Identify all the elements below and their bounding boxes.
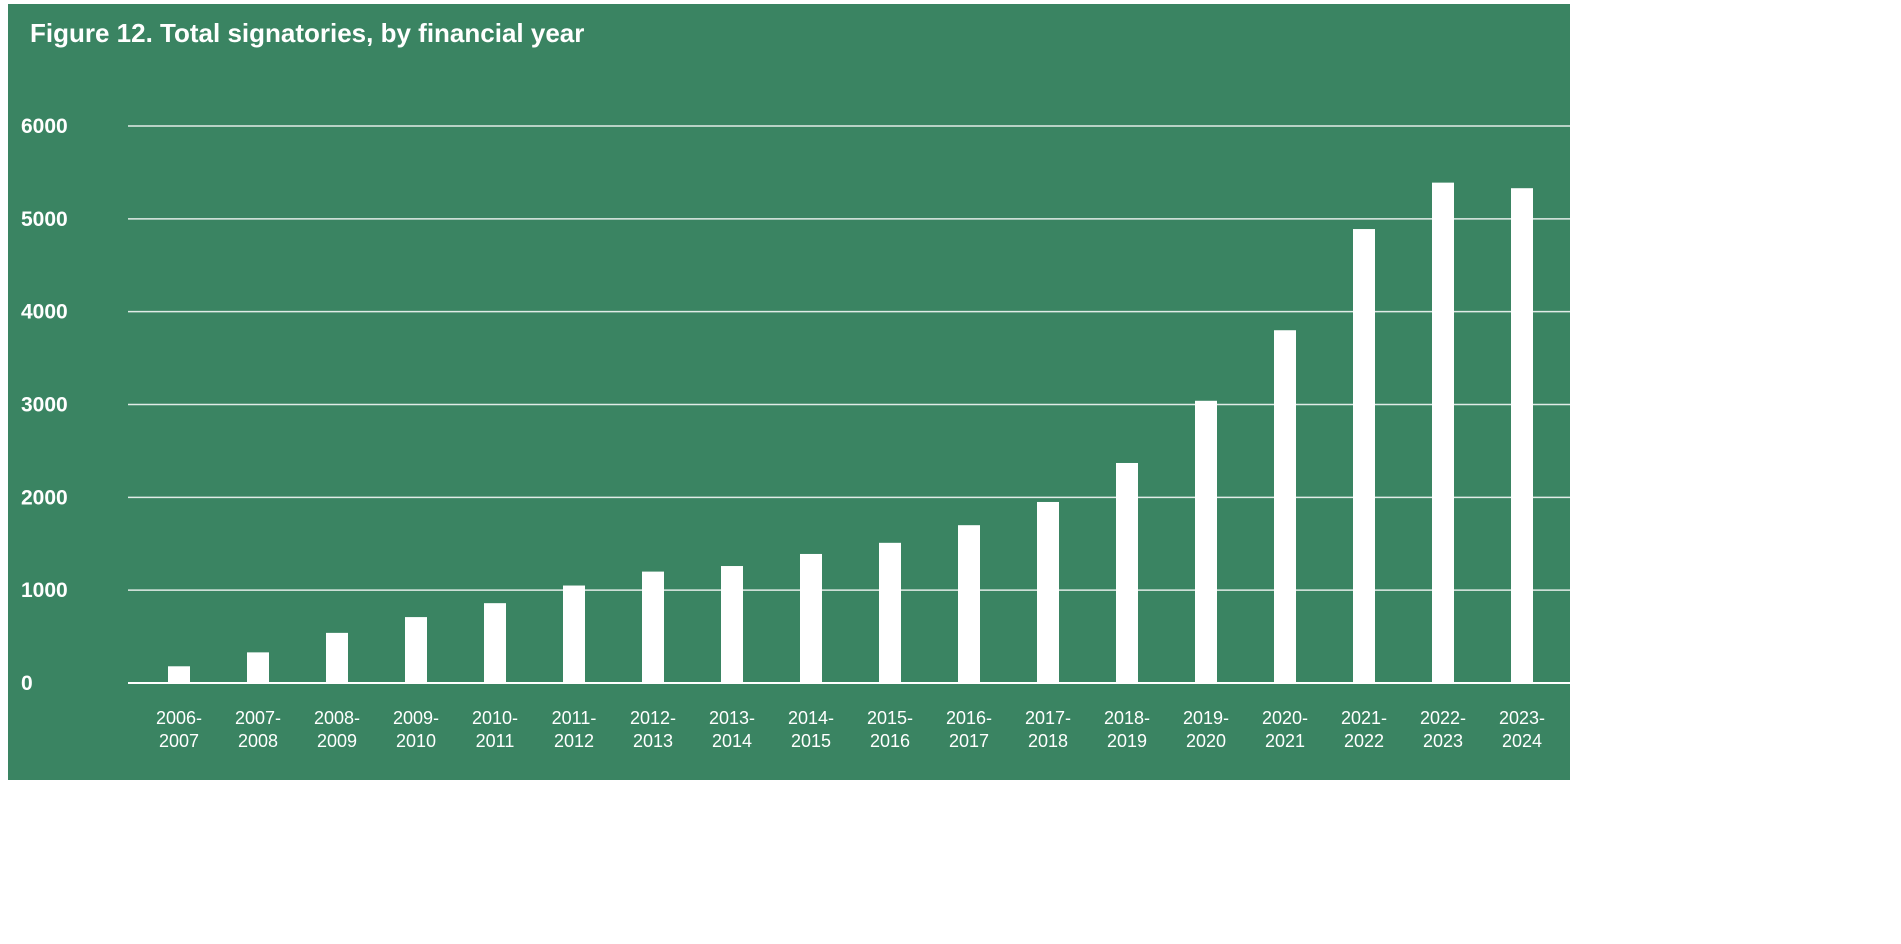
x-tick-label: 2018- [1104,708,1150,728]
x-tick-label: 2010- [472,708,518,728]
x-tick-label: 2018 [1028,731,1068,751]
x-tick-label: 2023- [1499,708,1545,728]
x-tick-label: 2007 [159,731,199,751]
bar [247,652,269,683]
x-tick-label: 2009 [317,731,357,751]
y-tick-label: 5000 [21,208,68,231]
x-tick-label: 2014 [712,731,752,751]
bar [484,603,506,683]
y-tick-label: 6000 [21,115,68,138]
bar [800,553,822,683]
bar [1274,330,1296,683]
x-tick-label: 2011- [552,708,597,728]
x-tick-label: 2016- [946,708,992,728]
chart-title: Figure 12. Total signatories, by financi… [30,18,585,48]
y-tick-label: 1000 [21,579,68,602]
y-tick-label: 2000 [21,486,68,509]
x-tick-label: 2010 [396,731,436,751]
x-tick-label: 2017 [949,731,989,751]
x-tick-label: 2011 [476,731,515,751]
x-tick-label: 2015- [867,708,913,728]
x-tick-label: 2022 [1344,731,1384,751]
x-tick-label: 2020- [1262,708,1308,728]
bar [879,542,901,683]
x-tick-label: 2015 [791,731,831,751]
x-tick-label: 2009- [393,708,439,728]
bar [1037,501,1059,683]
x-tick-label: 2016 [870,731,910,751]
x-tick-label: 2014- [788,708,834,728]
x-tick-label: 2020 [1186,731,1226,751]
bar [1432,182,1454,683]
bar [721,566,743,683]
x-tick-label: 2021- [1341,708,1387,728]
bar-chart: 0 1000 2000 3000 4000 5000 6000 2006- 2007 2007- 2… [21,115,1570,751]
bar [168,666,190,683]
x-tick-label: 2019 [1107,731,1147,751]
bar [1116,462,1138,683]
x-tick-label: 2022- [1420,708,1466,728]
bar [563,585,585,683]
bar [1511,188,1533,683]
bar [958,525,980,683]
x-tick-label: 2012 [554,731,594,751]
x-tick-label: 2017- [1025,708,1071,728]
x-tick-label: 2021 [1265,731,1305,751]
x-tick-label: 2007- [235,708,281,728]
y-tick-label: 4000 [21,301,68,324]
x-tick-label: 2013- [709,708,755,728]
chart-panel: Figure 12. Total signatories, by financi… [8,4,1570,780]
x-tick-label: 2023 [1423,731,1463,751]
x-tick-label: 2019- [1183,708,1229,728]
x-tick-label: 2013 [633,731,673,751]
x-tick-label: 2012- [630,708,676,728]
y-tick-label: 3000 [21,394,68,417]
x-tick-label: 2008 [238,731,278,751]
y-tick-label: 0 [21,672,33,695]
x-tick-label: 2008- [314,708,360,728]
x-tick-label: 2024 [1502,731,1542,751]
x-tick-label: 2006- [156,708,202,728]
bar [405,617,427,683]
bar [1353,229,1375,684]
bar [326,632,348,683]
bar [1195,400,1217,683]
bar [642,571,664,683]
